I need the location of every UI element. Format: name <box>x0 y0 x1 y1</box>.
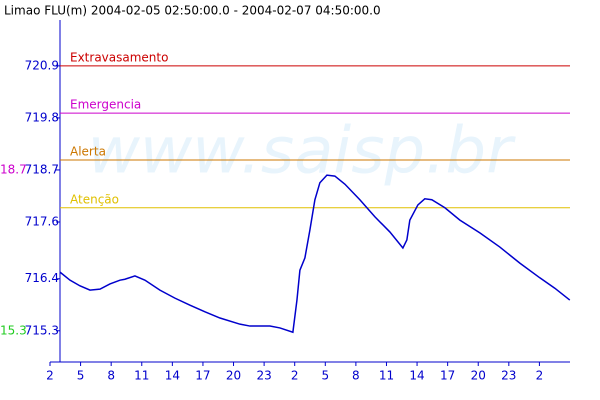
x-tick-label: 5 <box>77 369 85 383</box>
side-label: 18.7 <box>0 162 27 176</box>
threshold-label: Extravasamento <box>70 50 168 64</box>
x-tick-label: 2 <box>536 369 544 383</box>
x-tick-label: 11 <box>134 369 149 383</box>
x-tick-label: 20 <box>226 369 241 383</box>
y-tick-label: 716.4 <box>25 271 59 285</box>
side-label: 15.3 <box>0 323 27 337</box>
y-tick-label: 715.3 <box>25 323 59 337</box>
y-tick-label: 718.7 <box>25 162 59 176</box>
x-tick-label: 11 <box>379 369 394 383</box>
x-tick-label: 2 <box>291 369 299 383</box>
threshold-label: Alerta <box>70 145 106 159</box>
data-line <box>59 174 571 334</box>
x-tick-label: 5 <box>321 369 329 383</box>
chart-title: Limao FLU(m) 2004-02-05 02:50:00.0 - 200… <box>4 4 381 18</box>
x-tick-label: 23 <box>256 369 271 383</box>
x-tick-label: 17 <box>440 369 455 383</box>
x-tick-label: 20 <box>471 369 486 383</box>
y-tick-label: 720.9 <box>25 58 59 72</box>
x-tick-label: 14 <box>165 369 180 383</box>
threshold-label: Emergencia <box>70 98 141 112</box>
watermark: www.saisp.br <box>88 115 517 189</box>
x-tick-label: 14 <box>409 369 424 383</box>
threshold-label: Atenção <box>70 192 119 206</box>
x-tick-label: 8 <box>352 369 360 383</box>
x-tick-label: 8 <box>107 369 115 383</box>
x-tick-label: 2 <box>46 369 54 383</box>
y-tick-label: 719.8 <box>25 110 59 124</box>
x-tick-label: 17 <box>195 369 210 383</box>
y-tick-label: 717.6 <box>25 214 59 228</box>
x-tick-label: 23 <box>501 369 516 383</box>
